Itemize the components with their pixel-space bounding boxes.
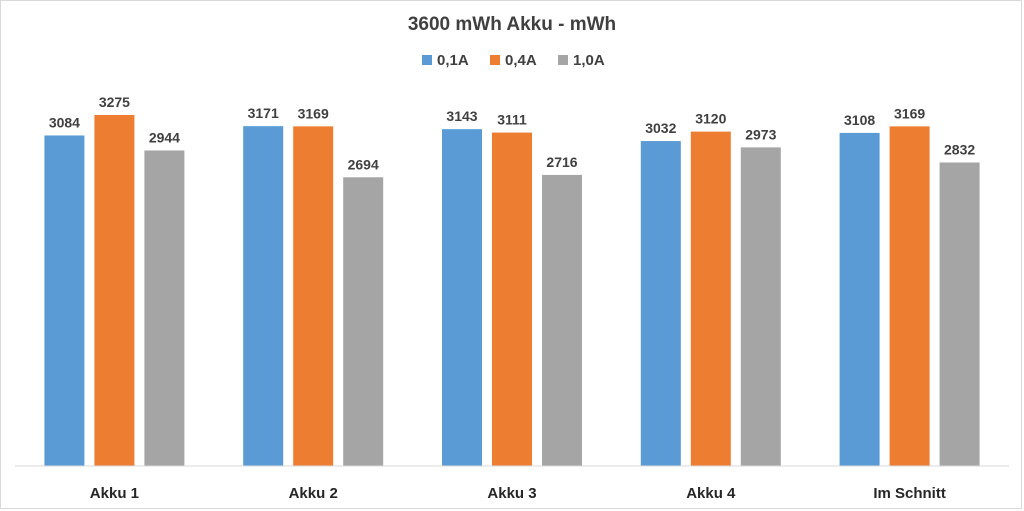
bar-im-schnitt-series-3 [939,162,980,467]
bars-group [44,115,980,467]
category-label: Akku 4 [686,485,736,502]
bar-akku-1-series-1 [44,135,85,467]
data-label: 3143 [446,108,477,124]
legend-swatch [558,55,568,65]
legend-swatch [490,55,500,65]
data-labels-group: 3084 3275 2944 3171 3169 2694 3143 3111 2716 3032… [49,94,976,172]
legend-label: 0,1A [437,52,469,69]
data-label: 2716 [546,154,577,170]
data-label: 3084 [49,114,80,130]
chart-title: 3600 mWh Akku - mWh [408,14,616,35]
legend-label: 0,4A [505,52,537,69]
data-label: 3169 [894,105,925,121]
bar-akku-1-series-3 [144,150,185,467]
bar-akku-2-series-1 [243,126,284,466]
bar-akku-4-series-1 [640,141,681,466]
bar-im-schnitt-series-1 [839,132,880,466]
category-label: Im Schnitt [873,485,946,502]
data-label: 3120 [695,111,726,127]
bar-akku-1-series-2 [94,115,135,466]
data-label: 2944 [149,129,180,145]
data-label: 2973 [745,126,776,142]
category-label: Akku 2 [289,485,338,502]
bar-akku-2-series-2 [293,126,334,467]
bar-im-schnitt-series-2 [889,126,930,467]
data-label: 2832 [944,141,975,157]
data-label: 3171 [248,105,279,121]
data-label: 3111 [497,112,527,128]
data-label: 2694 [348,156,379,172]
data-label: 3169 [298,105,329,121]
category-label: Akku 3 [487,485,536,502]
data-label: 3108 [844,112,875,128]
data-label: 3032 [645,120,676,136]
legend: 0,1A 0,4A 1,0A [422,52,605,69]
bar-akku-3-series-1 [442,129,482,467]
data-label: 3275 [99,94,130,110]
category-labels-group: Akku 1 Akku 2 Akku 3 Akku 4 Im Schnitt [90,485,946,502]
bar-akku-4-series-3 [740,147,781,467]
bar-akku-3-series-3 [542,174,582,467]
bar-akku-3-series-2 [492,132,532,467]
category-label: Akku 1 [90,485,139,502]
legend-swatch [422,55,432,65]
legend-label: 1,0A [573,52,605,69]
bar-akku-2-series-3 [343,177,384,466]
bar-akku-4-series-2 [690,131,731,466]
